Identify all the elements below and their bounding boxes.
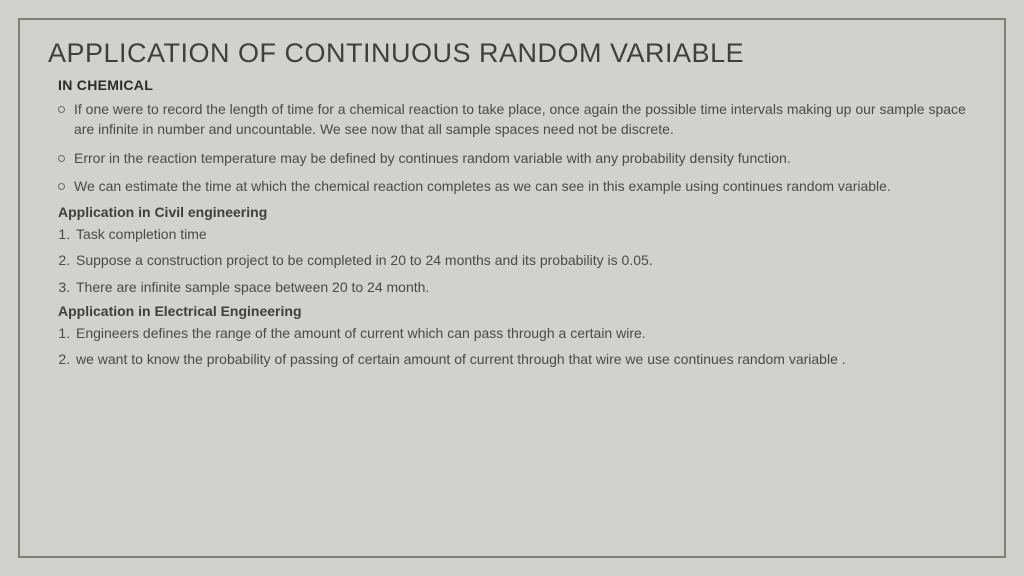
- list-item: Suppose a construction project to be com…: [74, 250, 976, 270]
- heading-civil: Application in Civil engineering: [58, 204, 976, 220]
- list-item: Task completion time: [74, 224, 976, 244]
- page-title: APPLICATION OF CONTINUOUS RANDOM VARIABL…: [48, 38, 976, 69]
- electrical-list: Engineers defines the range of the amoun…: [48, 323, 976, 370]
- list-item: we want to know the probability of passi…: [74, 349, 976, 369]
- heading-chemical: IN CHEMICAL: [58, 77, 976, 93]
- chemical-list: If one were to record the length of time…: [48, 99, 976, 196]
- civil-list: Task completion time Suppose a construct…: [48, 224, 976, 297]
- list-item: If one were to record the length of time…: [58, 99, 976, 140]
- heading-electrical: Application in Electrical Engineering: [58, 303, 976, 319]
- slide-frame: APPLICATION OF CONTINUOUS RANDOM VARIABL…: [18, 18, 1006, 558]
- list-item: Error in the reaction temperature may be…: [58, 148, 976, 168]
- list-item: Engineers defines the range of the amoun…: [74, 323, 976, 343]
- list-item: There are infinite sample space between …: [74, 277, 976, 297]
- list-item: We can estimate the time at which the ch…: [58, 176, 976, 196]
